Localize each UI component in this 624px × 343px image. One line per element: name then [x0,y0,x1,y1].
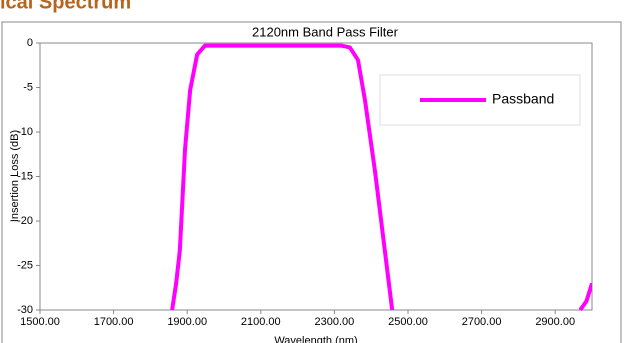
x-tick-label: 2300.00 [315,316,355,328]
y-axis-label: Insertion Loss (dB) [9,130,21,222]
line-series [170,43,395,311]
y-tick-label: 0 [27,37,33,49]
chart-frame [1,21,622,343]
x-tick-label: 2700.00 [462,316,502,328]
y-tick-label: -30 [17,304,33,316]
x-tick-label: 2900.00 [535,316,575,328]
x-tick-label: 2500.00 [388,316,428,328]
legend-label: Passband [492,91,554,107]
line-series [578,282,592,312]
x-tick-label: 1700.00 [94,316,134,328]
y-tick-label: -5 [23,81,33,93]
chart-title: 2120nm Band Pass Filter [252,24,399,39]
x-tick-label: 2100.00 [241,316,281,328]
heading: ical Spectrum [0,0,131,13]
y-tick-label: -15 [17,170,33,182]
y-tick-label: -10 [17,126,33,138]
x-tick-label: 1900.00 [167,316,207,328]
y-tick-label: -25 [17,259,33,271]
x-tick-label: 1500.00 [20,316,60,328]
x-axis-label: Wavelength (nm) [274,335,357,343]
y-tick-label: -20 [17,215,33,227]
